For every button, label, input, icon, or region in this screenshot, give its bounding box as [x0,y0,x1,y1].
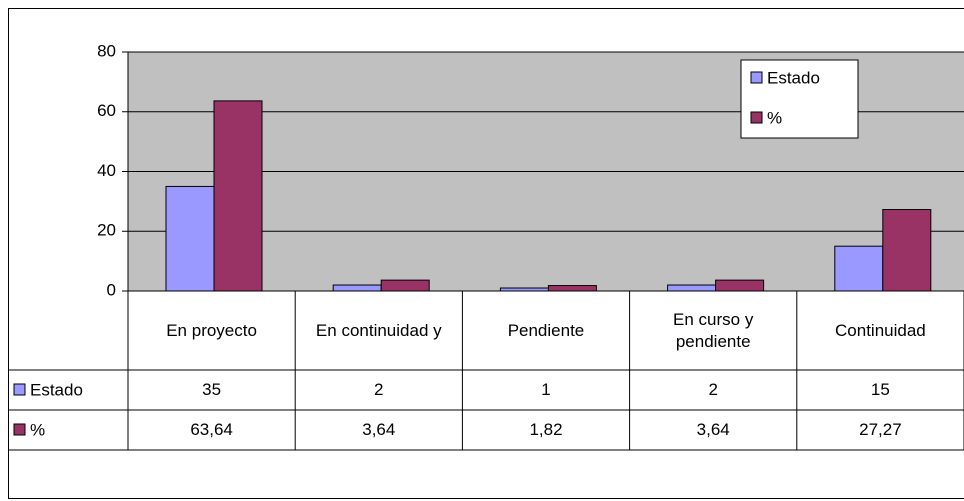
legend-key [750,71,763,84]
table-row-label: % [30,420,45,439]
bar [165,185,215,292]
bar [715,279,765,292]
x-tick-label: En continuidad y [315,320,442,340]
x-tick-label: En curso y pendiente [673,309,754,351]
data-label: 15 [870,380,890,399]
y-tick-label: 40 [97,161,116,180]
bar [380,279,430,292]
legend-key [750,111,763,124]
bar [882,209,932,292]
data-label: 1,82 [529,420,563,439]
data-label: 1 [541,380,551,399]
data-label: 2 [708,380,718,399]
data-label: 35 [202,380,222,399]
legend-key [13,383,26,396]
y-tick-label: 0 [107,280,116,299]
data-label: 3,64 [362,420,396,439]
data-label: 3,64 [696,420,730,439]
bar [213,100,263,292]
data-label: 2 [374,380,384,399]
legend-key [13,423,26,436]
x-tick-label: Continuidad [835,320,926,340]
y-tick-label: 60 [97,101,116,120]
x-tick-label: Pendiente [507,320,585,340]
table-row-label: Estado [30,380,83,399]
data-label: 27,27 [859,420,902,439]
y-tick-label: 80 [97,41,116,60]
legend-label: Estado [767,68,820,87]
x-tick-label: En proyecto [166,320,257,340]
bar [834,245,884,292]
legend-label: % [767,108,782,127]
data-label: 63,64 [190,420,233,439]
y-tick-label: 20 [97,221,116,240]
